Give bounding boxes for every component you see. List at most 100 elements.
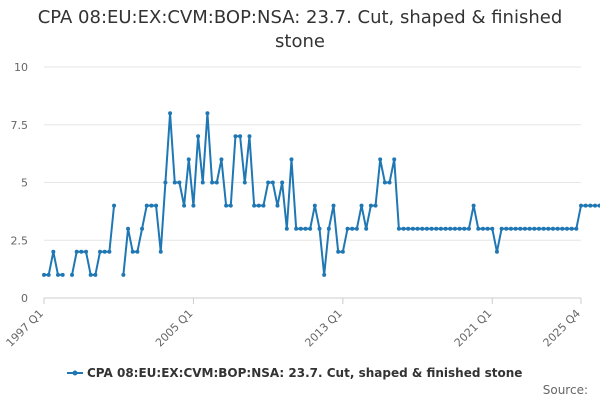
data-point[interactable] [46, 272, 51, 277]
data-point[interactable] [238, 134, 243, 139]
data-point[interactable] [345, 226, 350, 231]
data-point[interactable] [443, 226, 448, 231]
data-point[interactable] [368, 203, 373, 208]
data-point[interactable] [410, 226, 415, 231]
data-point[interactable] [256, 203, 261, 208]
data-point[interactable] [504, 226, 509, 231]
data-point[interactable] [154, 203, 159, 208]
data-point[interactable] [434, 226, 439, 231]
data-point[interactable] [158, 249, 163, 254]
data-point[interactable] [513, 226, 518, 231]
data-point[interactable] [331, 203, 336, 208]
data-point[interactable] [364, 226, 369, 231]
data-point[interactable] [406, 226, 411, 231]
data-point[interactable] [289, 157, 294, 162]
data-point[interactable] [550, 226, 555, 231]
data-point[interactable] [172, 180, 177, 185]
data-point[interactable] [266, 180, 271, 185]
data-point[interactable] [284, 226, 289, 231]
data-point[interactable] [144, 203, 149, 208]
data-point[interactable] [270, 180, 275, 185]
data-point[interactable] [242, 180, 247, 185]
data-point[interactable] [280, 180, 285, 185]
data-point[interactable] [140, 226, 145, 231]
data-point[interactable] [214, 180, 219, 185]
data-point[interactable] [522, 226, 527, 231]
data-point[interactable] [219, 157, 224, 162]
data-point[interactable] [597, 203, 600, 208]
data-point[interactable] [107, 249, 112, 254]
data-point[interactable] [420, 226, 425, 231]
data-point[interactable] [205, 111, 210, 116]
data-point[interactable] [387, 180, 392, 185]
data-point[interactable] [247, 134, 252, 139]
data-point[interactable] [177, 180, 182, 185]
data-point[interactable] [233, 134, 238, 139]
data-point[interactable] [448, 226, 453, 231]
data-point[interactable] [196, 134, 201, 139]
data-point[interactable] [471, 203, 476, 208]
data-point[interactable] [466, 226, 471, 231]
data-point[interactable] [569, 226, 574, 231]
data-point[interactable] [490, 226, 495, 231]
data-point[interactable] [508, 226, 513, 231]
data-point[interactable] [518, 226, 523, 231]
data-point[interactable] [312, 203, 317, 208]
data-point[interactable] [74, 249, 79, 254]
data-point[interactable] [210, 180, 215, 185]
data-point[interactable] [382, 180, 387, 185]
data-point[interactable] [322, 272, 327, 277]
data-point[interactable] [588, 203, 593, 208]
data-point[interactable] [70, 272, 75, 277]
data-point[interactable] [373, 203, 378, 208]
data-point[interactable] [359, 203, 364, 208]
data-point[interactable] [480, 226, 485, 231]
data-point[interactable] [112, 203, 117, 208]
data-point[interactable] [396, 226, 401, 231]
data-point[interactable] [294, 226, 299, 231]
data-point[interactable] [252, 203, 257, 208]
data-point[interactable] [392, 157, 397, 162]
data-point[interactable] [546, 226, 551, 231]
data-point[interactable] [462, 226, 467, 231]
data-point[interactable] [93, 272, 98, 277]
data-point[interactable] [168, 111, 173, 116]
data-point[interactable] [308, 226, 313, 231]
data-point[interactable] [182, 203, 187, 208]
data-point[interactable] [579, 203, 583, 208]
data-point[interactable] [574, 226, 579, 231]
data-point[interactable] [583, 203, 588, 208]
data-point[interactable] [228, 203, 233, 208]
data-point[interactable] [303, 226, 308, 231]
data-point[interactable] [536, 226, 541, 231]
data-point[interactable] [401, 226, 406, 231]
data-point[interactable] [42, 272, 46, 277]
data-point[interactable] [564, 226, 569, 231]
data-point[interactable] [336, 249, 341, 254]
data-point[interactable] [350, 226, 355, 231]
data-point[interactable] [438, 226, 443, 231]
data-point[interactable] [340, 249, 345, 254]
data-point[interactable] [149, 203, 154, 208]
data-point[interactable] [275, 203, 280, 208]
data-point[interactable] [452, 226, 457, 231]
data-point[interactable] [424, 226, 429, 231]
data-point[interactable] [555, 226, 560, 231]
data-point[interactable] [88, 272, 93, 277]
data-point[interactable] [261, 203, 266, 208]
data-point[interactable] [79, 249, 84, 254]
data-point[interactable] [326, 226, 331, 231]
data-point[interactable] [378, 157, 383, 162]
data-point[interactable] [541, 226, 546, 231]
data-point[interactable] [60, 272, 65, 277]
data-point[interactable] [191, 203, 196, 208]
data-point[interactable] [494, 249, 499, 254]
data-point[interactable] [593, 203, 598, 208]
data-point[interactable] [415, 226, 420, 231]
data-point[interactable] [317, 226, 322, 231]
data-point[interactable] [457, 226, 462, 231]
legend[interactable]: CPA 08:EU:EX:CVM:BOP:NSA: 23.7. Cut, sha… [67, 366, 522, 380]
data-point[interactable] [200, 180, 205, 185]
data-point[interactable] [354, 226, 359, 231]
data-point[interactable] [84, 249, 89, 254]
